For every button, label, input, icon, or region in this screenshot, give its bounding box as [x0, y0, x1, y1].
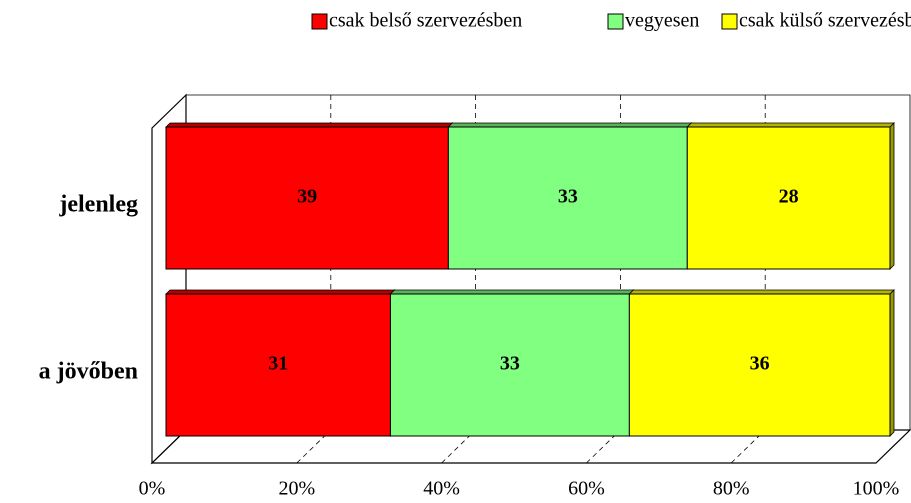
bar-top — [447, 122, 693, 128]
bar-top — [165, 289, 396, 295]
floor — [150, 429, 911, 464]
bar-face — [628, 293, 891, 437]
bar-top — [628, 289, 895, 295]
bar-segment — [628, 289, 895, 437]
bar-face — [686, 126, 891, 270]
bar-segment — [686, 122, 895, 270]
category-label: a jövőben — [39, 359, 138, 385]
value-label: 31 — [268, 353, 288, 375]
x-tick-label: 100% — [853, 478, 900, 500]
bar-side — [889, 122, 895, 270]
legend-label: csak külső szervezésben — [739, 10, 911, 32]
bar-top — [165, 122, 454, 128]
x-tick-label: 80% — [713, 478, 750, 500]
legend-label: vegyesen — [625, 10, 699, 32]
category-label: jelenleg — [58, 192, 138, 218]
x-tick-label: 40% — [423, 478, 460, 500]
value-label: 39 — [297, 186, 317, 208]
x-tick-label: 20% — [278, 478, 315, 500]
bar-segment — [447, 122, 693, 270]
legend-label: csak belső szervezésben — [329, 10, 522, 32]
bar-face — [389, 293, 630, 437]
bar-face — [165, 126, 449, 270]
value-label: 33 — [558, 186, 578, 208]
x-tick-label: 60% — [568, 478, 605, 500]
value-label: 33 — [500, 353, 520, 375]
bar-face — [447, 126, 688, 270]
value-label: 36 — [750, 353, 770, 375]
x-tick-label: 0% — [139, 478, 166, 500]
legend-swatch — [607, 13, 624, 30]
bar-top — [389, 289, 635, 295]
bar-side — [889, 289, 895, 437]
bar-top — [686, 122, 895, 128]
bar-segment — [389, 289, 635, 437]
value-label: 28 — [779, 186, 799, 208]
legend-swatch — [721, 13, 738, 30]
legend-swatch — [311, 13, 328, 30]
